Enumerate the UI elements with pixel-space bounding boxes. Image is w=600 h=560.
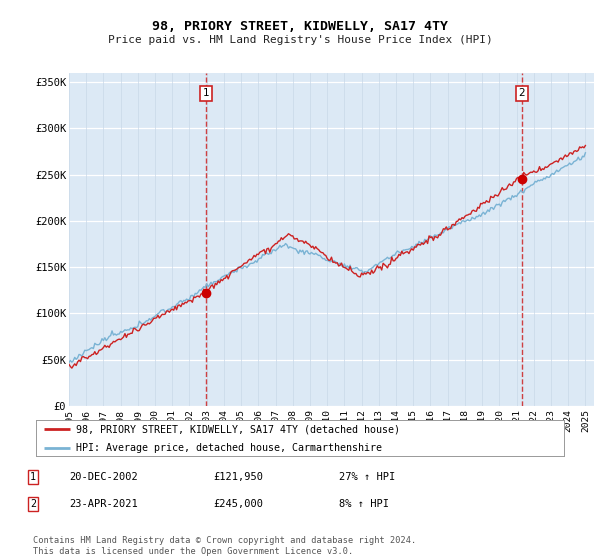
Text: 98, PRIORY STREET, KIDWELLY, SA17 4TY (detached house): 98, PRIORY STREET, KIDWELLY, SA17 4TY (d… [76,424,400,434]
Text: 98, PRIORY STREET, KIDWELLY, SA17 4TY: 98, PRIORY STREET, KIDWELLY, SA17 4TY [152,20,448,32]
Text: HPI: Average price, detached house, Carmarthenshire: HPI: Average price, detached house, Carm… [76,444,382,454]
Text: 2: 2 [518,88,525,98]
Text: 20-DEC-2002: 20-DEC-2002 [69,472,138,482]
Text: 1: 1 [30,472,36,482]
Text: £121,950: £121,950 [213,472,263,482]
Text: £245,000: £245,000 [213,499,263,509]
Text: Contains HM Land Registry data © Crown copyright and database right 2024.
This d: Contains HM Land Registry data © Crown c… [33,536,416,556]
Text: 27% ↑ HPI: 27% ↑ HPI [339,472,395,482]
Text: 23-APR-2021: 23-APR-2021 [69,499,138,509]
Text: Price paid vs. HM Land Registry's House Price Index (HPI): Price paid vs. HM Land Registry's House … [107,35,493,45]
Text: 8% ↑ HPI: 8% ↑ HPI [339,499,389,509]
Text: 1: 1 [203,88,209,98]
Text: 2: 2 [30,499,36,509]
